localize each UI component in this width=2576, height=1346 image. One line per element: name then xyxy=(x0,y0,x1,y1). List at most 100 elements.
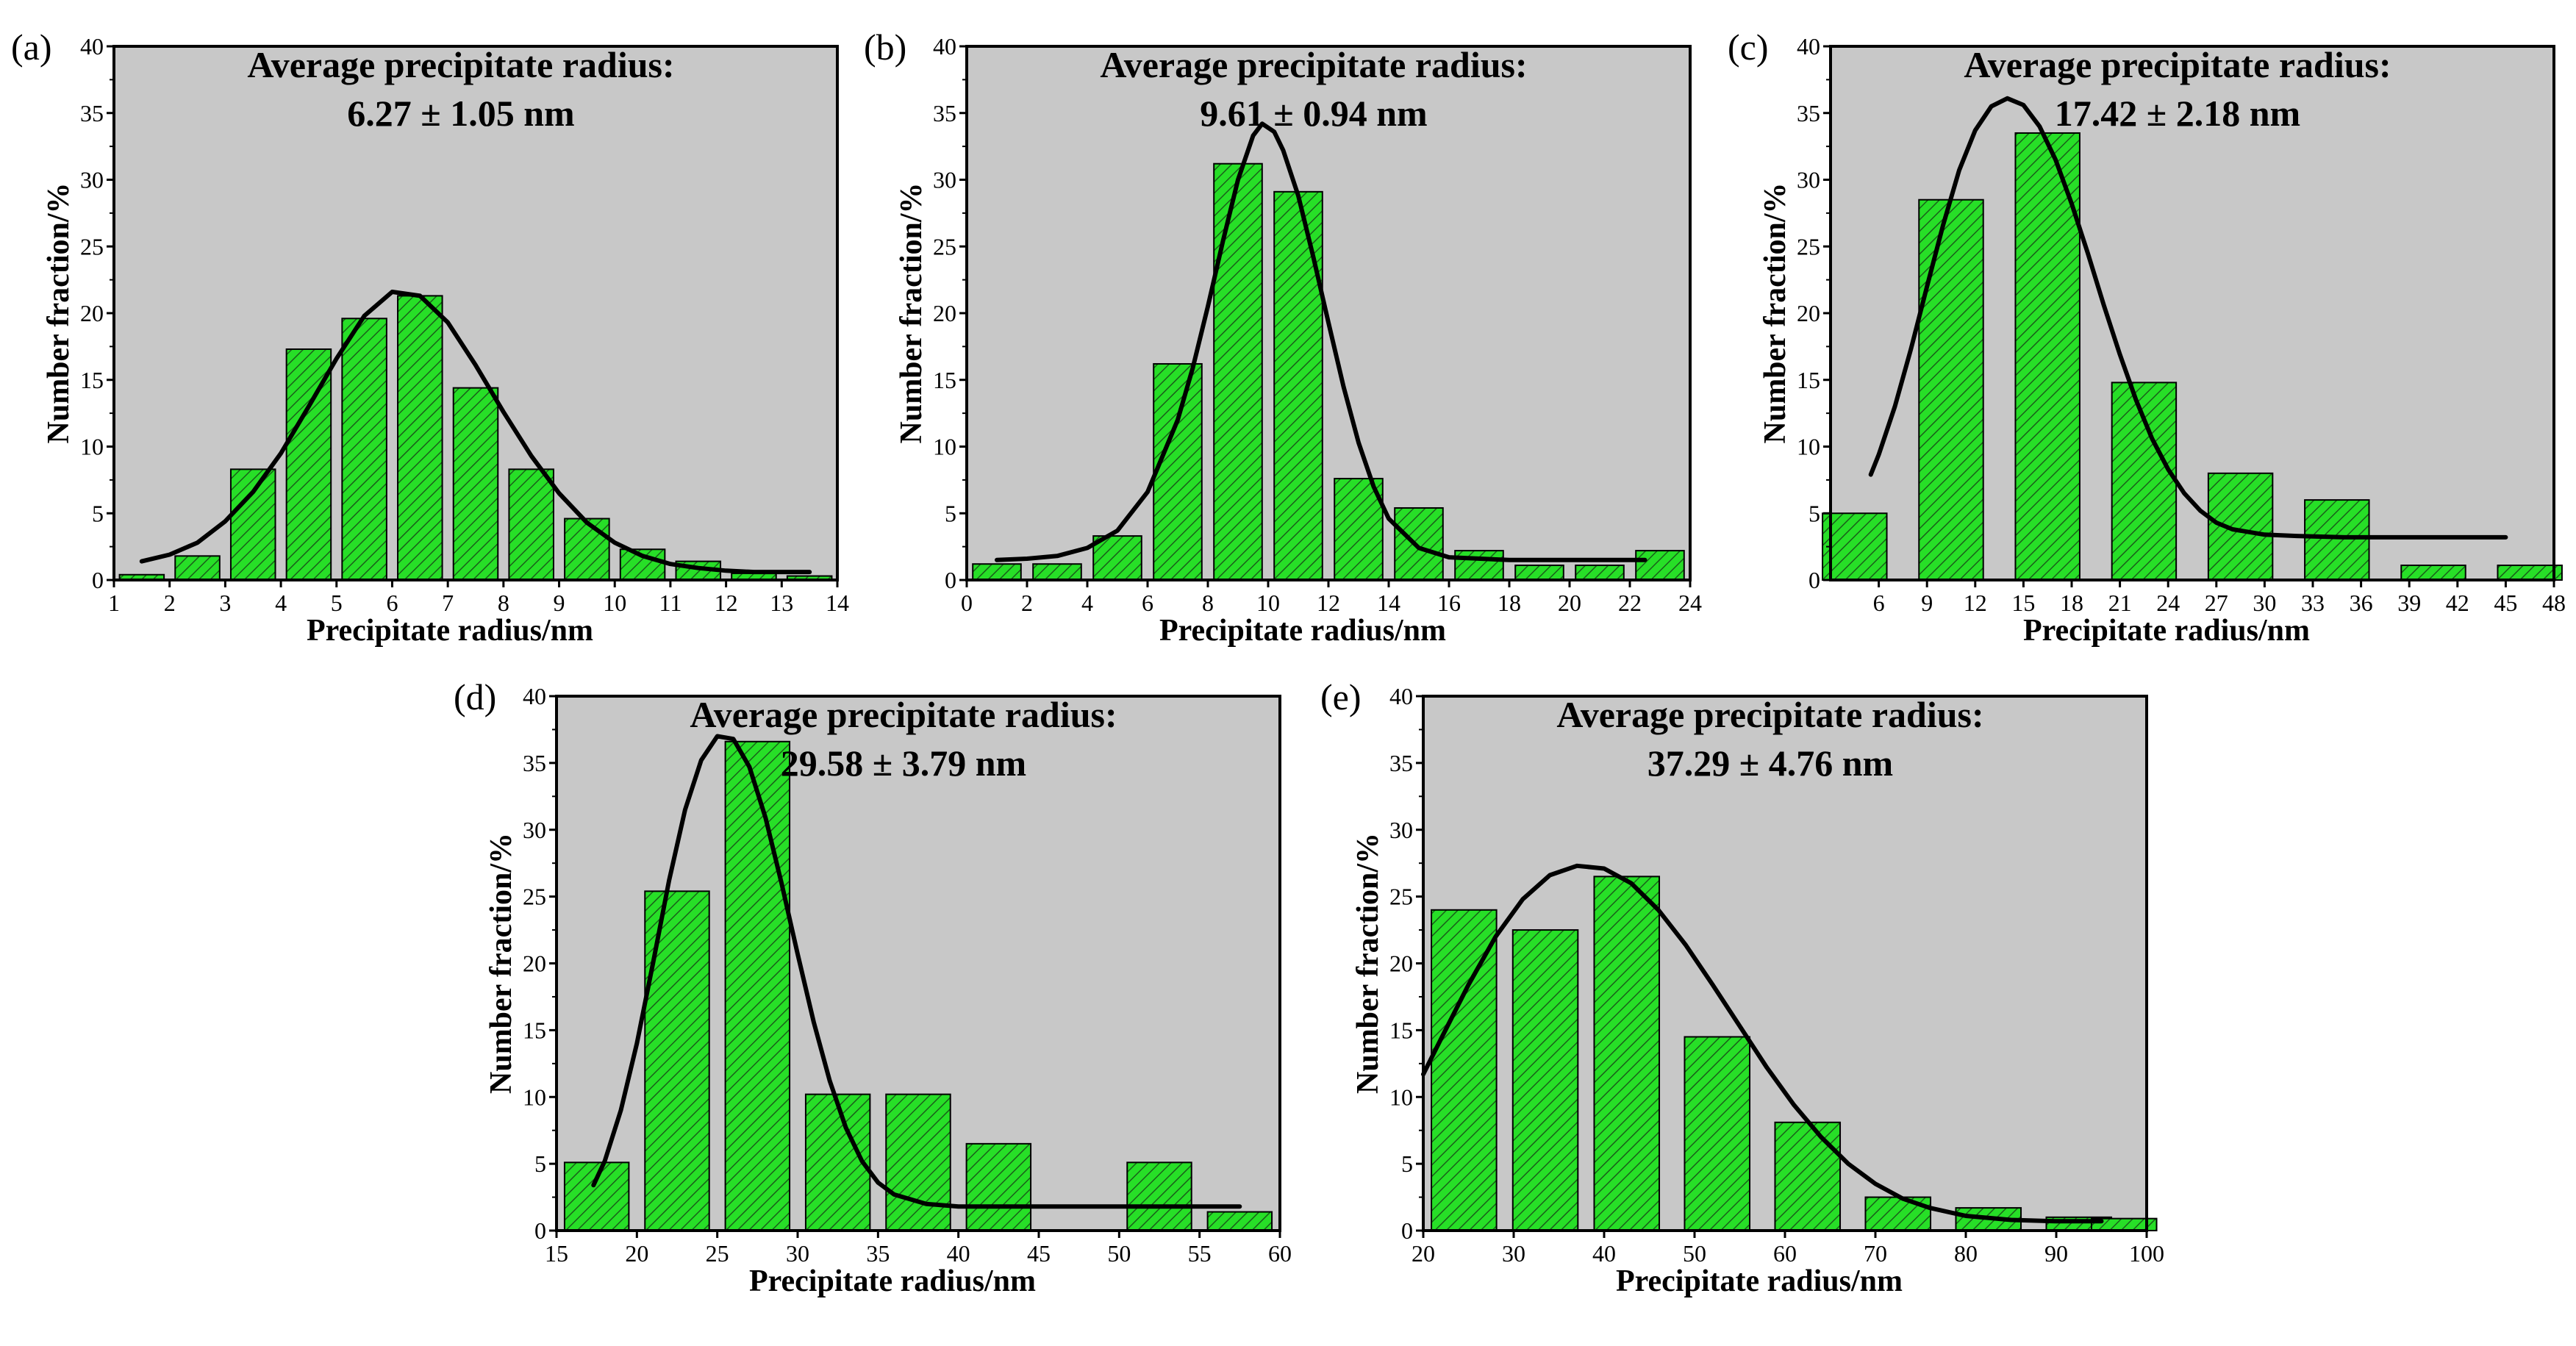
x-tick-label: 6 xyxy=(386,590,398,616)
x-tick-label: 16 xyxy=(1437,590,1461,616)
x-tick-label: 18 xyxy=(1498,590,1521,616)
x-tick-label: 12 xyxy=(715,590,738,616)
x-tick-label: 70 xyxy=(1864,1240,1887,1267)
y-tick-label: 30 xyxy=(933,167,956,193)
bar xyxy=(1394,506,1444,581)
y-axis-label: Number fraction/% xyxy=(895,182,929,443)
bar xyxy=(724,740,791,1231)
bar xyxy=(1153,362,1203,581)
bar xyxy=(1822,512,1888,581)
bar xyxy=(563,1161,630,1231)
y-tick-label: 5 xyxy=(945,500,956,526)
y-tick-label: 30 xyxy=(523,817,546,843)
bar xyxy=(2304,499,2370,581)
x-tick-label: 25 xyxy=(706,1240,729,1267)
y-tick-label: 5 xyxy=(534,1150,546,1177)
x-tick-label: 39 xyxy=(2397,590,2421,616)
bar xyxy=(508,468,554,581)
y-tick-label: 0 xyxy=(1401,1217,1413,1244)
x-tick-label: 10 xyxy=(603,590,626,616)
y-tick-label: 35 xyxy=(1389,750,1413,776)
bar xyxy=(2207,472,2274,581)
bar xyxy=(2111,382,2178,581)
x-tick-label: 2 xyxy=(164,590,176,616)
x-tick-label: 45 xyxy=(1027,1240,1051,1267)
y-axis-label: Number fraction/% xyxy=(42,182,76,443)
y-tick-label: 20 xyxy=(80,300,104,326)
x-tick-label: 10 xyxy=(1256,590,1280,616)
y-tick-label: 40 xyxy=(523,683,546,709)
bar xyxy=(2014,132,2081,581)
panel-e: 0 5 10 15 20 25 30 35 40 20 30 40 50 60 70 80 90 100 Preci… xyxy=(1320,676,2164,1298)
y-tick-label: 20 xyxy=(933,300,956,326)
y-tick-label: 35 xyxy=(523,750,546,776)
y-tick-label: 10 xyxy=(1797,434,1820,460)
y-tick-label: 30 xyxy=(1797,167,1820,193)
x-tick-label: 4 xyxy=(275,590,287,616)
panel-d: 0 5 10 15 20 25 30 35 40 15 20 25 30 35 40 45 50 55 60 Prec… xyxy=(454,676,1292,1298)
y-tick-label: 35 xyxy=(1797,100,1820,126)
bar xyxy=(341,318,387,581)
x-tick-label: 18 xyxy=(2060,590,2083,616)
x-tick-label: 20 xyxy=(625,1240,648,1267)
y-tick-label: 25 xyxy=(933,233,956,259)
x-tick-label: 27 xyxy=(2205,590,2228,616)
x-tick-label: 80 xyxy=(1954,1240,1978,1267)
x-axis-label: Precipitate radius/nm xyxy=(1159,614,1446,648)
x-tick-label: 55 xyxy=(1188,1240,1212,1267)
x-tick-label: 60 xyxy=(1773,1240,1797,1267)
x-axis-label: Precipitate radius/nm xyxy=(2023,614,2310,648)
bar xyxy=(1514,565,1564,581)
gaussian-fit-curve xyxy=(139,290,812,575)
bar xyxy=(229,468,276,581)
y-tick-label: 10 xyxy=(1389,1084,1413,1110)
bar xyxy=(1864,1196,1932,1231)
bar xyxy=(1092,535,1142,581)
bar xyxy=(452,387,499,581)
bar xyxy=(885,1093,951,1231)
y-axis-label: Number fraction/% xyxy=(1759,182,1792,443)
x-tick-label: 30 xyxy=(1502,1240,1525,1267)
annotation-title: Average precipitate radius: xyxy=(247,44,674,85)
bar xyxy=(1593,876,1661,1232)
x-tick-label: 40 xyxy=(947,1240,970,1267)
bar xyxy=(1213,162,1263,581)
y-axis-label: Number fraction/% xyxy=(484,833,518,1094)
panel-label: (d) xyxy=(454,676,496,717)
x-tick-label: 45 xyxy=(2494,590,2517,616)
annotation-value: 17.42 ± 2.18 nm xyxy=(2055,93,2300,134)
x-tick-label: 30 xyxy=(786,1240,809,1267)
gaussian-fit-curve xyxy=(591,734,1242,1209)
bar xyxy=(965,1142,1032,1232)
annotation-value: 37.29 ± 4.76 nm xyxy=(1647,742,1893,784)
x-tick-label: 22 xyxy=(1618,590,1642,616)
y-tick-label: 15 xyxy=(1797,367,1820,393)
y-tick-label: 5 xyxy=(1808,500,1820,526)
gaussian-fit-curve xyxy=(995,121,1647,562)
x-tick-label: 8 xyxy=(1202,590,1214,616)
y-tick-label: 0 xyxy=(534,1217,546,1244)
y-tick-label: 15 xyxy=(80,367,104,393)
y-tick-label: 15 xyxy=(933,367,956,393)
bar xyxy=(1032,563,1082,581)
y-tick-label: 30 xyxy=(80,167,104,193)
x-tick-label: 9 xyxy=(1921,590,1933,616)
y-tick-label: 20 xyxy=(1797,300,1820,326)
bar xyxy=(1126,1161,1192,1231)
annotation-value: 29.58 ± 3.79 nm xyxy=(781,742,1026,784)
y-tick-label: 40 xyxy=(1389,683,1413,709)
y-tick-label: 40 xyxy=(933,33,956,60)
x-tick-label: 1 xyxy=(108,590,120,616)
x-tick-label: 0 xyxy=(961,590,973,616)
x-tick-label: 3 xyxy=(219,590,231,616)
x-tick-label: 33 xyxy=(2301,590,2325,616)
bar xyxy=(1431,909,1498,1232)
x-tick-label: 24 xyxy=(2156,590,2180,616)
bar xyxy=(564,518,610,581)
annotation-title: Average precipitate radius: xyxy=(1964,44,2391,85)
x-tick-label: 50 xyxy=(1107,1240,1131,1267)
y-tick-label: 5 xyxy=(1401,1150,1413,1177)
